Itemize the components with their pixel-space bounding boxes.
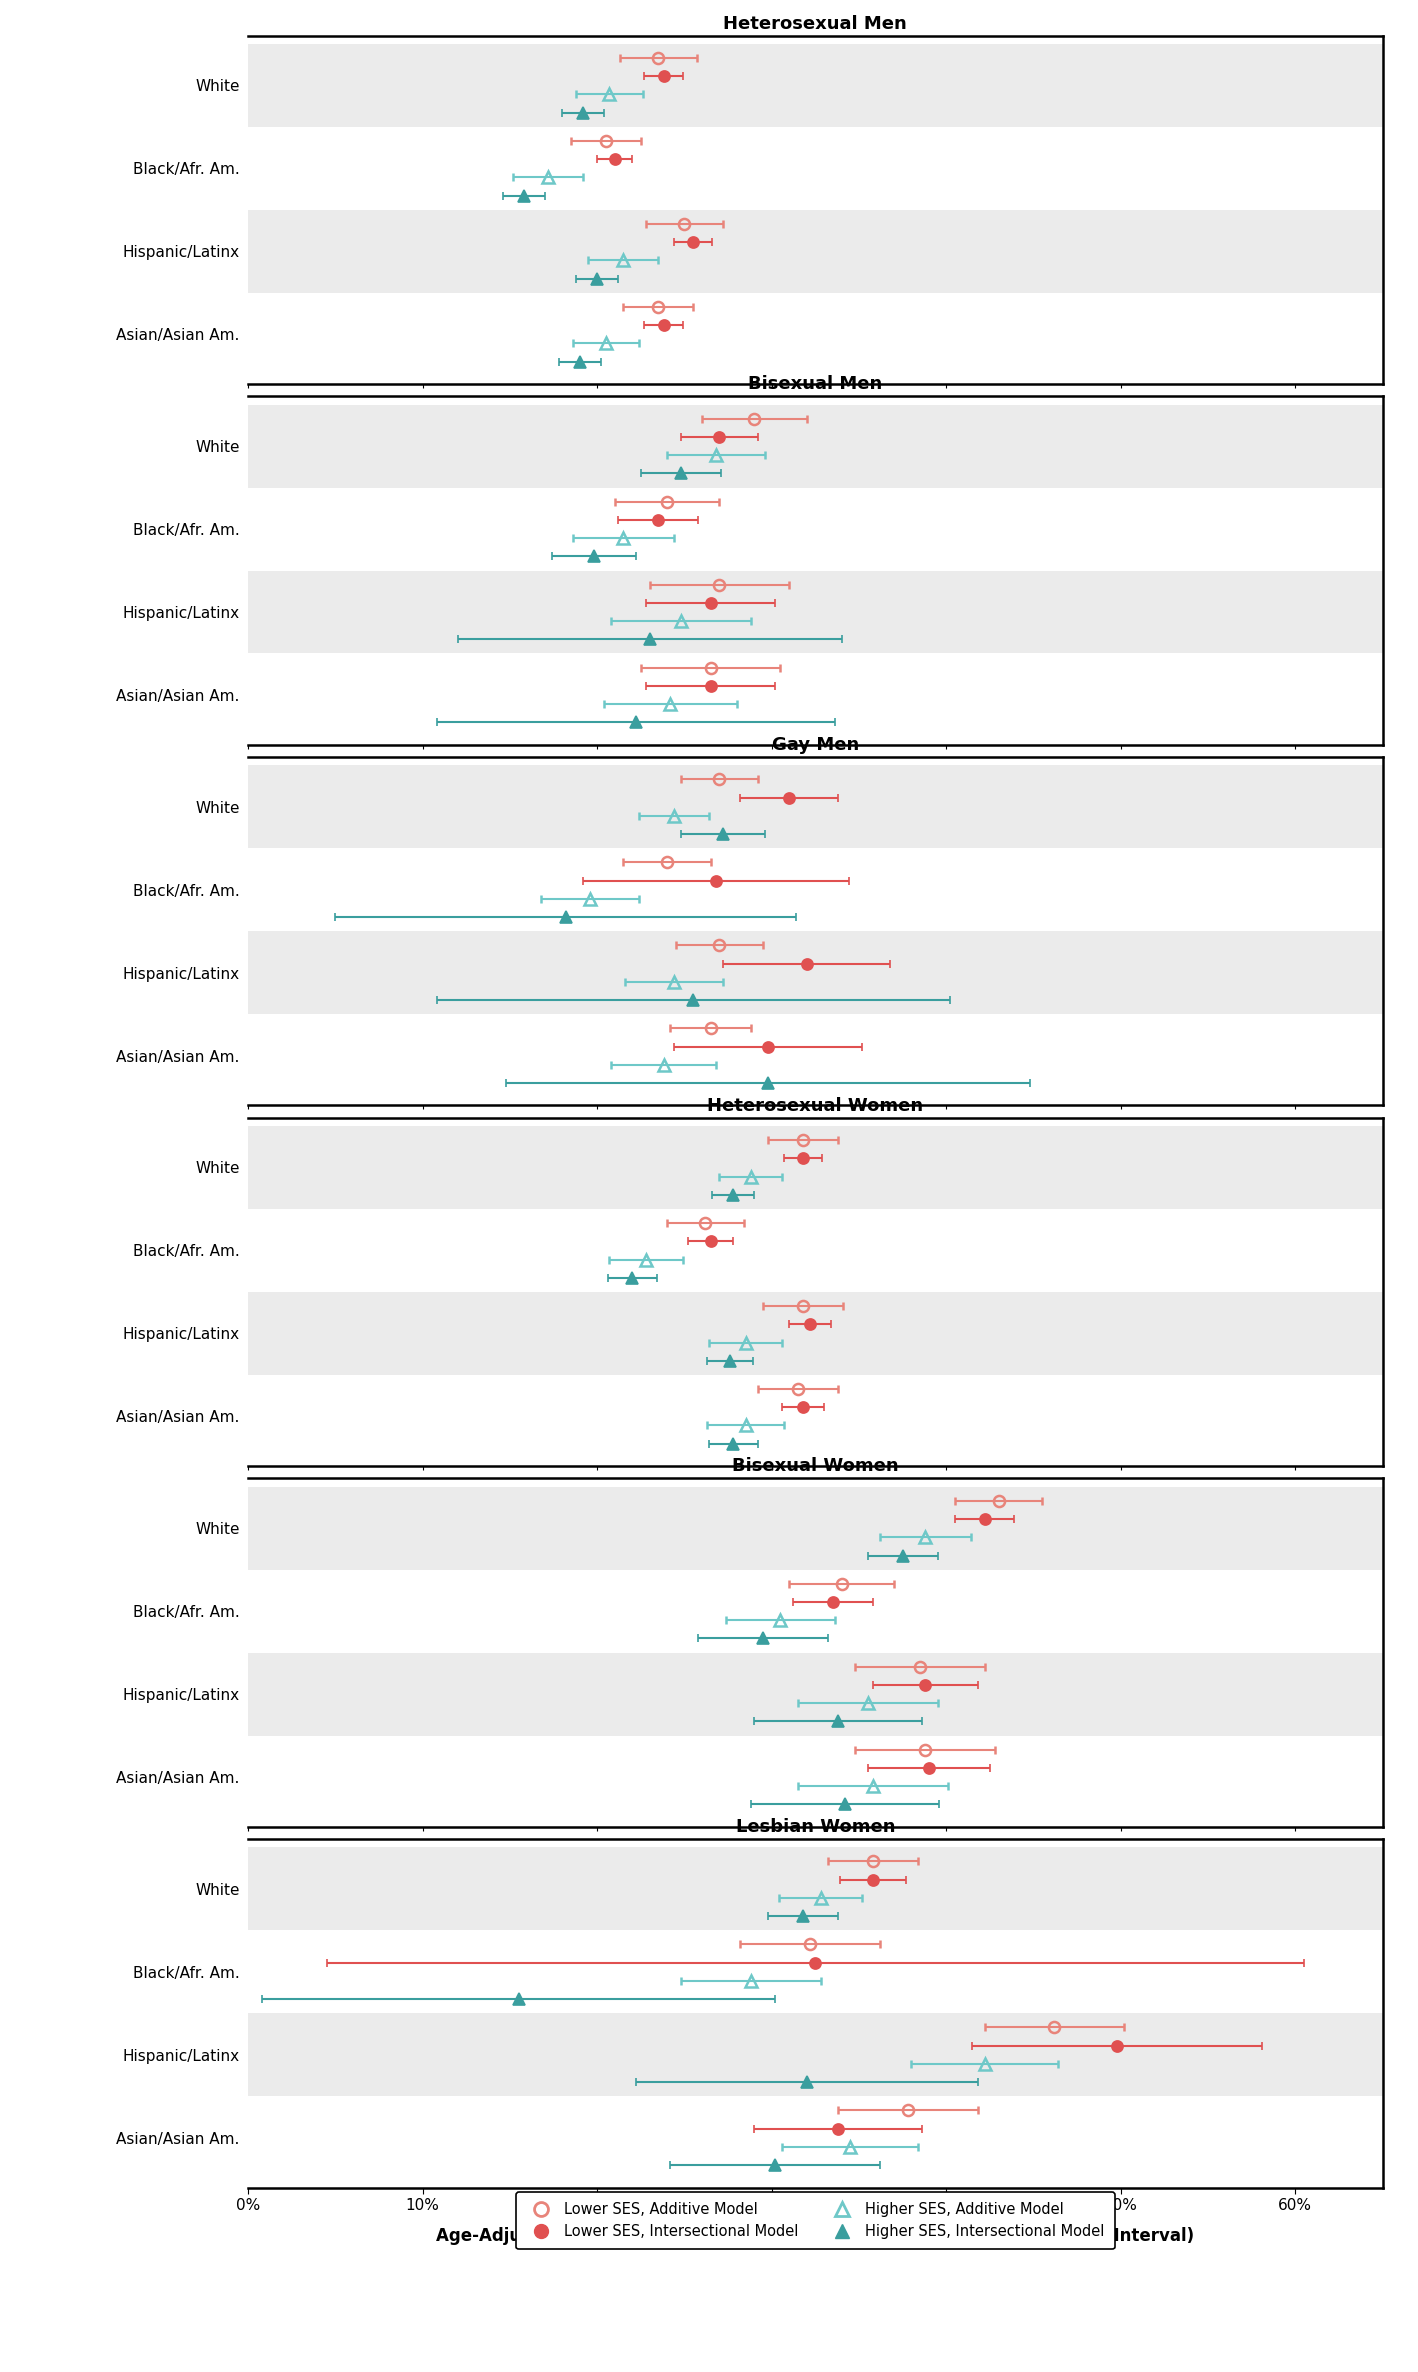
Legend: Lower SES, Additive Model, Lower SES, Intersectional Model, Higher SES, Additive: Lower SES, Additive Model, Lower SES, In… bbox=[516, 2192, 1115, 2249]
Bar bbox=[248, 655, 1383, 735]
Title: Heterosexual Men: Heterosexual Men bbox=[723, 14, 908, 33]
Bar bbox=[248, 849, 1383, 932]
Title: Bisexual Men: Bisexual Men bbox=[749, 375, 882, 394]
Bar bbox=[248, 572, 1383, 655]
Title: Bisexual Women: Bisexual Women bbox=[732, 1456, 899, 1475]
Bar bbox=[248, 1127, 1383, 1210]
Bar bbox=[248, 766, 1383, 849]
Bar bbox=[248, 1736, 1383, 1819]
Bar bbox=[248, 489, 1383, 572]
Bar bbox=[248, 1931, 1383, 2014]
Bar bbox=[248, 43, 1383, 126]
Bar bbox=[248, 292, 1383, 375]
Title: Heterosexual Women: Heterosexual Women bbox=[708, 1096, 923, 1115]
Bar bbox=[248, 1487, 1383, 1570]
Title: Lesbian Women: Lesbian Women bbox=[736, 1817, 895, 1836]
Bar bbox=[248, 1015, 1383, 1098]
Bar bbox=[248, 209, 1383, 292]
Bar bbox=[248, 1570, 1383, 1653]
Bar bbox=[248, 406, 1383, 489]
Bar bbox=[248, 1653, 1383, 1736]
Bar bbox=[248, 126, 1383, 209]
Bar bbox=[248, 1848, 1383, 1931]
Bar bbox=[248, 1210, 1383, 1293]
Bar bbox=[248, 1293, 1383, 1376]
Bar bbox=[248, 2014, 1383, 2097]
Bar bbox=[248, 2097, 1383, 2180]
Title: Gay Men: Gay Men bbox=[771, 735, 859, 754]
X-axis label: Age-Adjusted Estimated Prevalence of Positive SCOFF (95% Confidence Interval): Age-Adjusted Estimated Prevalence of Pos… bbox=[437, 2227, 1194, 2244]
Bar bbox=[248, 1376, 1383, 1459]
Bar bbox=[248, 932, 1383, 1015]
